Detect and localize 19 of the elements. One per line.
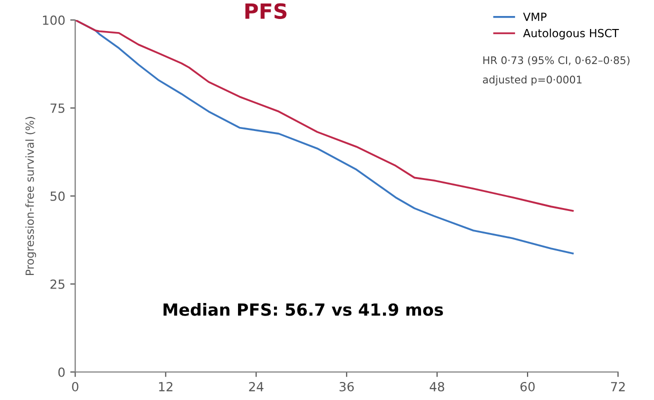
y-tick-label: 100 [43, 15, 65, 25]
y-tick-label: 0 [58, 367, 65, 377]
y-tick-label: 75 [50, 104, 64, 113]
x-tick-label: 60 [520, 382, 535, 392]
legend-label: VMP [523, 12, 547, 21]
x-tick-label: 36 [340, 382, 354, 392]
y-tick-label: 25 [50, 279, 64, 289]
annotation: Median PFS: 56.7 vs 41.9 mos [164, 303, 443, 316]
y-axis-title: Progression-free survival (%) [25, 116, 36, 275]
annotation: adjusted p=0·0001 [482, 75, 582, 86]
legend-label: Autologous HSCT [523, 28, 619, 40]
x-tick-label: 48 [430, 382, 444, 392]
x-tick-label: 0 [72, 382, 78, 392]
x-tick-label: 24 [249, 382, 264, 392]
y-tick-label: 50 [50, 191, 65, 201]
annotation: HR 0·73 (95% CI, 0·62–0·85) [483, 56, 630, 66]
x-tick-label: 72 [611, 382, 625, 392]
chart-title: PFS [245, 3, 286, 20]
x-tick-label: 12 [159, 382, 172, 392]
